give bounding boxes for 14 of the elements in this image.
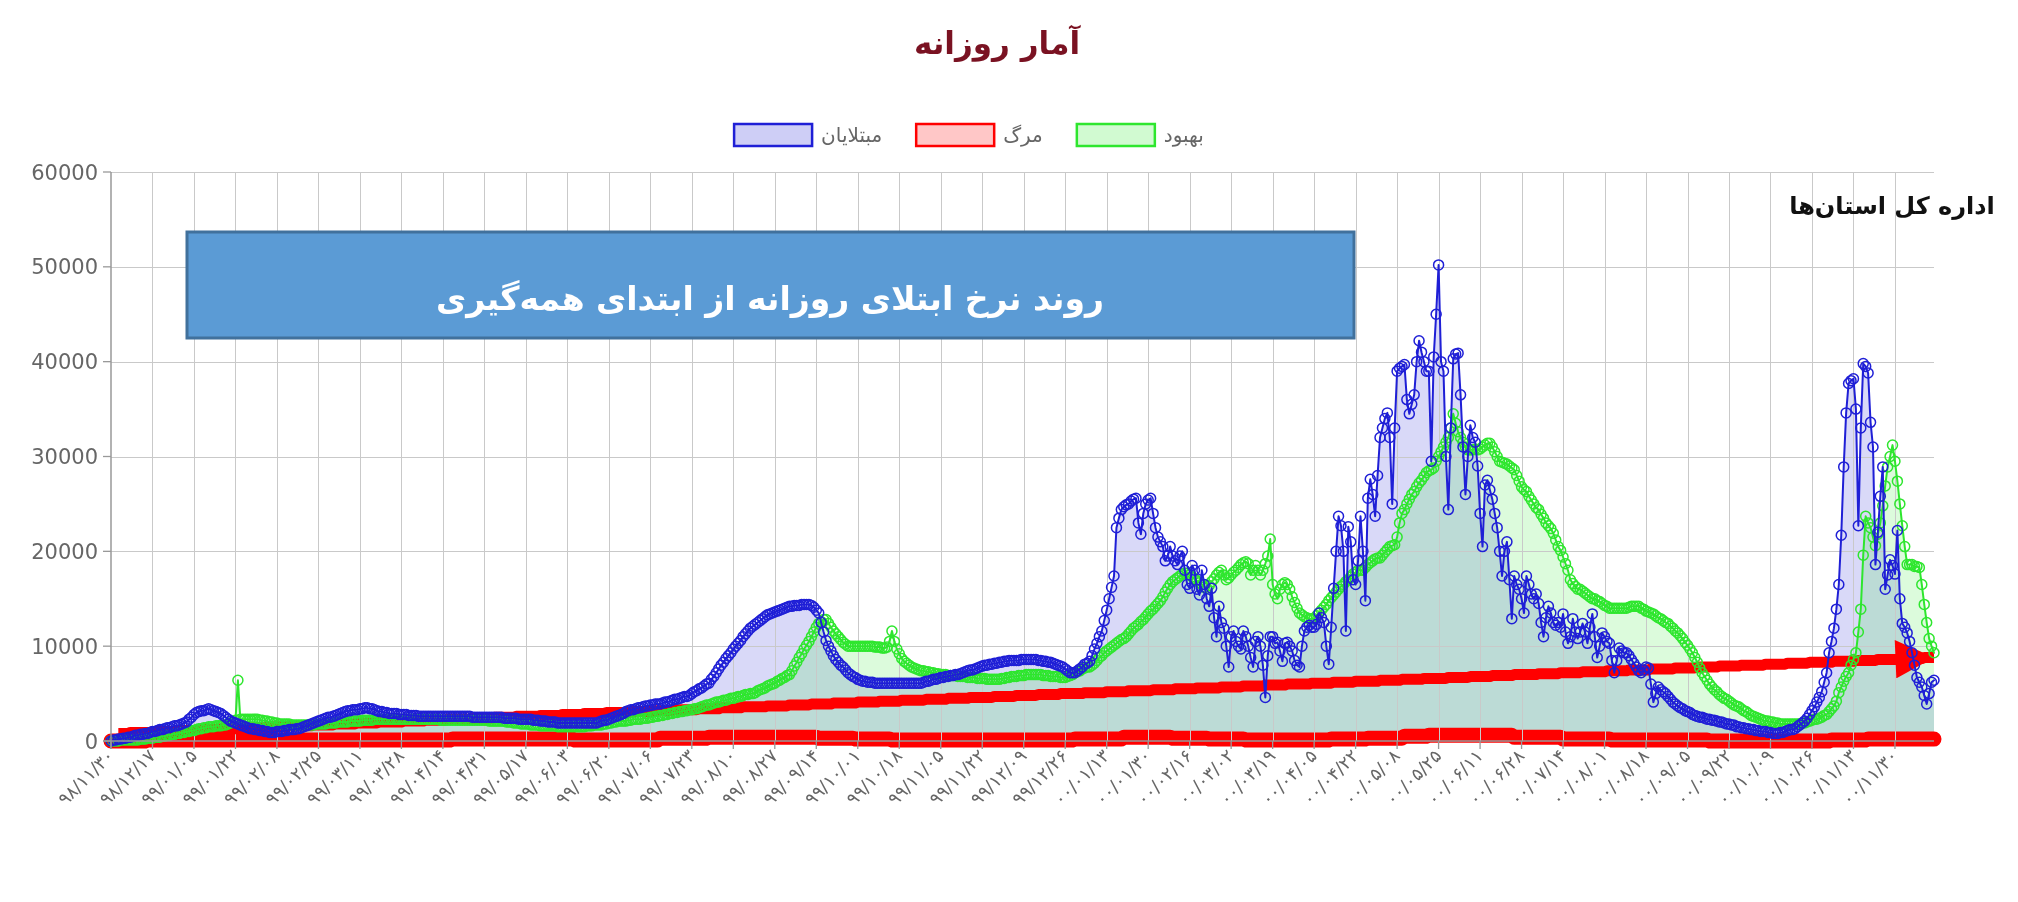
annotation: روند نرخ ابتلای روزانه از ابتدای همه‌گیری — [436, 278, 1104, 319]
annotation: اداره کل استان‌ها — [1789, 192, 1995, 221]
y-tick-label: 0 — [84, 729, 98, 754]
annotation: روند نرخ ابتلای روزانه از ابتدای همه‌گیری — [185, 230, 1356, 340]
y-tick-label: 20000 — [31, 539, 98, 564]
legend-label: مبتلایان — [821, 123, 883, 147]
y-tick-label: 30000 — [31, 445, 98, 469]
y-tick-label: 50000 — [31, 255, 98, 280]
legend-label: مرگ — [1003, 123, 1043, 147]
legend-label: بهبود — [1163, 123, 1204, 147]
y-tick-label: 10000 — [31, 634, 98, 659]
chart-title: آمار روزانه — [913, 24, 1082, 62]
y-tick-label: 40000 — [31, 350, 98, 375]
y-tick-label: 60000 — [31, 160, 98, 185]
